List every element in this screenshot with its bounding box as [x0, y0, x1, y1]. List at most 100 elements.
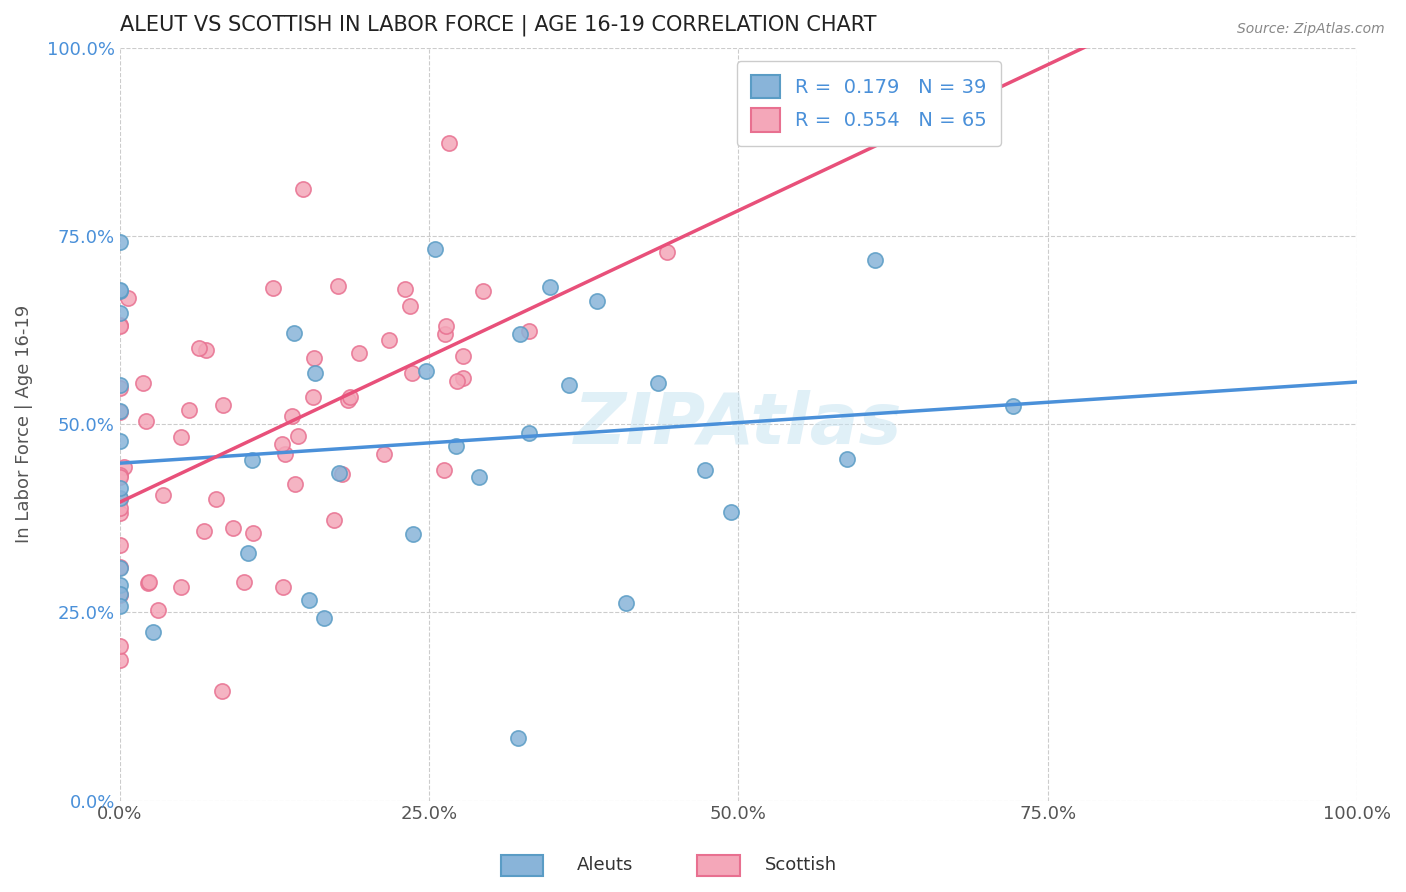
Point — [136, 575, 159, 590]
Point — [472, 284, 495, 298]
Point — [108, 467, 131, 482]
Legend: R =  0.179   N = 39, R =  0.554   N = 65: R = 0.179 N = 39, R = 0.554 N = 65 — [737, 62, 1001, 145]
Point — [108, 470, 131, 484]
Point — [108, 318, 131, 333]
Point — [467, 470, 489, 484]
Text: ZIPAtlas: ZIPAtlas — [574, 390, 903, 458]
Point — [312, 611, 335, 625]
Point — [205, 491, 228, 506]
Point — [347, 345, 370, 359]
Point — [339, 390, 361, 404]
Point — [108, 434, 131, 449]
Point — [108, 653, 131, 667]
Point — [108, 378, 131, 392]
Point — [108, 306, 131, 320]
Point — [211, 683, 233, 698]
Point — [117, 291, 139, 305]
Text: ALEUT VS SCOTTISH IN LABOR FORCE | AGE 16-19 CORRELATION CHART: ALEUT VS SCOTTISH IN LABOR FORCE | AGE 1… — [120, 15, 876, 37]
Point — [146, 603, 169, 617]
Point — [508, 731, 530, 745]
Point — [863, 252, 886, 267]
Text: Aleuts: Aleuts — [576, 855, 633, 873]
Point — [302, 390, 325, 404]
Point — [222, 521, 245, 535]
Text: Source: ZipAtlas.com: Source: ZipAtlas.com — [1237, 22, 1385, 37]
Point — [434, 318, 457, 333]
Point — [304, 351, 326, 365]
Point — [394, 282, 416, 296]
Point — [274, 447, 297, 461]
Point — [517, 324, 540, 338]
Point — [108, 640, 131, 654]
Point — [451, 350, 474, 364]
Point — [108, 588, 131, 602]
Point — [108, 381, 131, 395]
Point — [330, 467, 353, 481]
Point — [835, 451, 858, 466]
Point — [693, 463, 716, 477]
Point — [647, 376, 669, 390]
Point — [402, 527, 425, 541]
Point — [373, 447, 395, 461]
Point — [170, 580, 193, 594]
Point — [557, 378, 579, 392]
Point — [108, 501, 131, 516]
FancyBboxPatch shape — [697, 855, 740, 876]
Point — [108, 506, 131, 520]
Point — [193, 524, 215, 538]
Point — [108, 538, 131, 552]
Point — [1001, 399, 1024, 413]
Point — [586, 294, 609, 309]
Point — [377, 333, 399, 347]
Point — [108, 319, 131, 334]
Point — [131, 376, 153, 391]
Point — [233, 575, 256, 590]
Point — [179, 402, 201, 417]
Point — [108, 284, 131, 298]
Point — [108, 284, 131, 298]
Point — [538, 280, 561, 294]
Text: Scottish: Scottish — [765, 855, 838, 873]
Point — [270, 436, 292, 450]
Point — [108, 492, 131, 507]
Point — [108, 491, 131, 506]
Point — [281, 409, 304, 424]
Point — [509, 326, 531, 341]
Point — [401, 366, 423, 380]
Point — [187, 341, 209, 355]
Point — [108, 403, 131, 417]
Point — [142, 625, 165, 640]
Y-axis label: In Labor Force | Age 16-19: In Labor Force | Age 16-19 — [15, 305, 32, 543]
Point — [304, 366, 326, 380]
Point — [108, 599, 131, 613]
Point — [720, 505, 742, 519]
Point — [152, 488, 174, 502]
Point — [236, 545, 259, 559]
Point — [328, 467, 350, 481]
Point — [112, 459, 135, 474]
Point — [437, 136, 460, 150]
Point — [297, 593, 319, 607]
Point — [108, 405, 131, 419]
Point — [291, 182, 314, 196]
Point — [283, 326, 305, 341]
Point — [614, 596, 637, 610]
Point — [328, 279, 350, 293]
Point — [262, 281, 284, 295]
Point — [433, 463, 456, 477]
Point — [138, 575, 160, 590]
Point — [399, 299, 422, 313]
Point — [271, 580, 294, 594]
Point — [242, 526, 264, 541]
Point — [240, 453, 263, 467]
Point — [425, 242, 447, 256]
Point — [108, 559, 131, 574]
Point — [108, 481, 131, 495]
Point — [451, 371, 474, 385]
FancyBboxPatch shape — [501, 855, 543, 876]
Point — [415, 364, 437, 378]
Point — [284, 476, 307, 491]
Point — [446, 374, 468, 388]
Point — [657, 245, 679, 260]
Point — [108, 578, 131, 592]
